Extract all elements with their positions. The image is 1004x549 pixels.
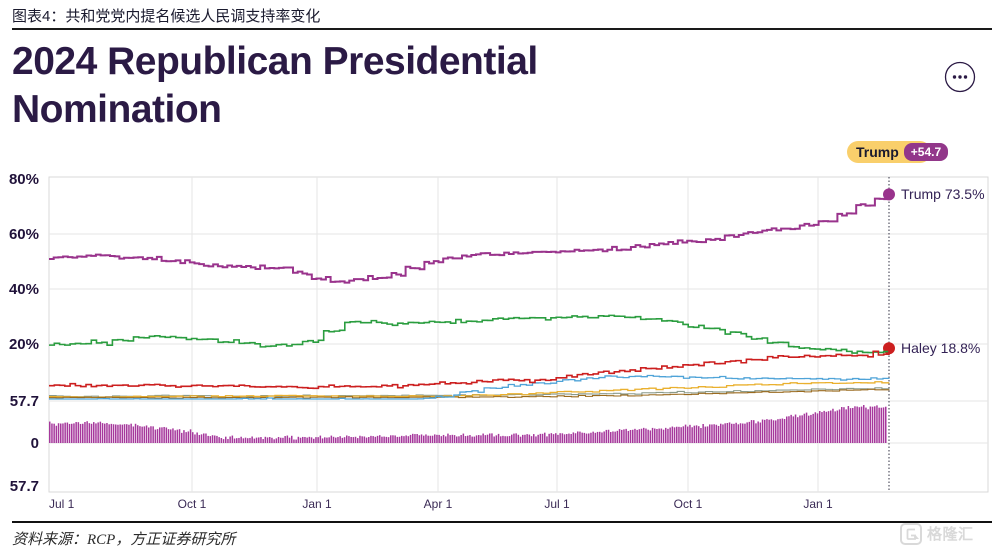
svg-text:57.7: 57.7 [10, 478, 39, 495]
svg-text:Jan 1: Jan 1 [803, 497, 833, 511]
svg-text:60%: 60% [9, 226, 39, 243]
svg-text:0: 0 [31, 435, 39, 452]
svg-text:Trump 73.5%: Trump 73.5% [901, 186, 985, 202]
svg-text:57.7: 57.7 [10, 393, 39, 410]
svg-text:Jul 1: Jul 1 [544, 497, 570, 511]
svg-text:20%: 20% [9, 336, 39, 353]
svg-text:Oct 1: Oct 1 [178, 497, 207, 511]
svg-text:Apr 1: Apr 1 [424, 497, 453, 511]
svg-text:Oct 1: Oct 1 [674, 497, 703, 511]
svg-text:Haley 18.8%: Haley 18.8% [901, 340, 980, 356]
svg-text:80%: 80% [9, 171, 39, 188]
svg-text:Jan 1: Jan 1 [302, 497, 332, 511]
svg-text:40%: 40% [9, 281, 39, 298]
svg-text:Jul 1: Jul 1 [49, 497, 75, 511]
